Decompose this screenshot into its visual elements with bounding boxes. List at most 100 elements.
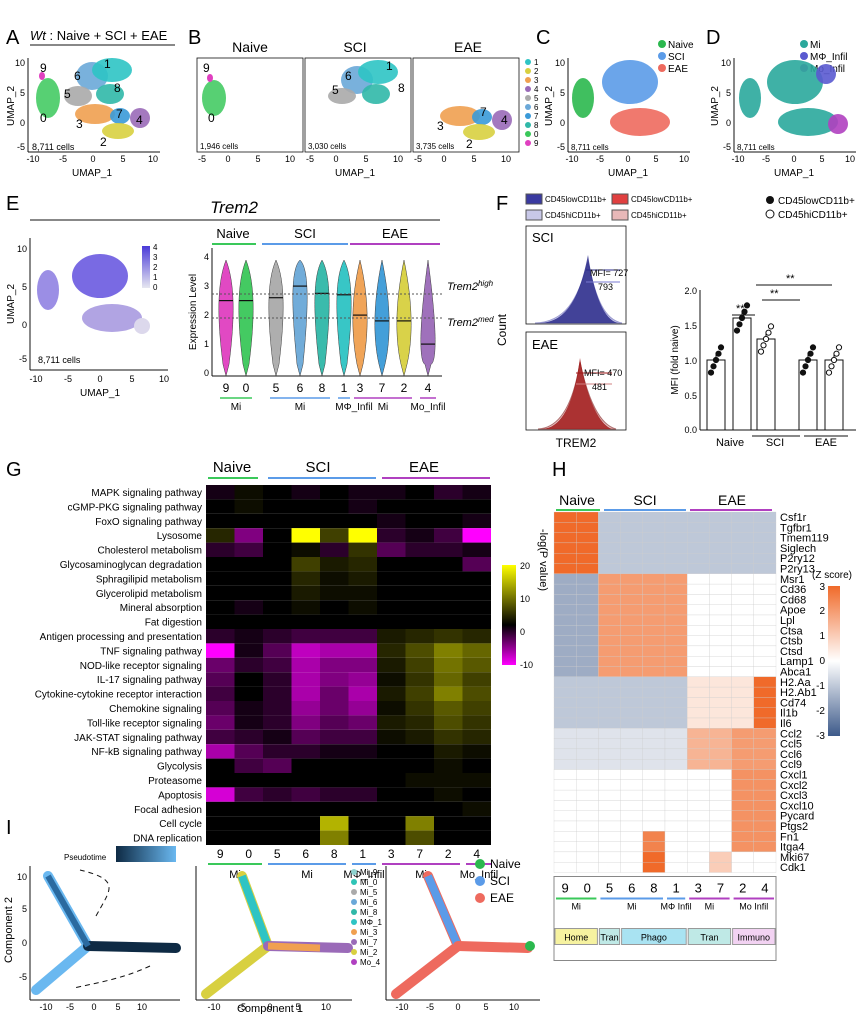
heatmap-cell: [687, 542, 710, 554]
heatmap-cell: [598, 851, 621, 863]
x-tick: 0: [90, 154, 95, 164]
heatmap-cell: [462, 758, 491, 773]
heatmap-cell: [263, 643, 292, 658]
heatmap-cell: [753, 862, 777, 873]
heatmap-cell: [731, 532, 754, 544]
heatmap-cell: [405, 773, 434, 788]
heatmap-cell: [664, 738, 688, 750]
heatmap-cell: [377, 816, 406, 831]
heatmap-cell: [709, 604, 732, 616]
heatmap-cell: [753, 697, 777, 708]
x-axis-label: UMAP_1: [80, 388, 120, 399]
legend-label: CD45lowCD11b+: [778, 196, 855, 207]
heatmap-cell: [434, 499, 463, 514]
heatmap-cell: [263, 571, 292, 586]
x-tick: -5: [414, 154, 422, 164]
heatmap-cell: [553, 522, 577, 533]
cluster-label: 4: [761, 881, 768, 896]
x-tick: 5: [363, 154, 368, 164]
heatmap-cell: [206, 816, 235, 831]
heatmap-cell: [642, 851, 666, 863]
y-tick: 10: [17, 244, 27, 254]
pathway-label: Proteasome: [148, 776, 202, 787]
gene-label: Ccl6: [780, 749, 802, 761]
cluster-label: 3: [76, 117, 83, 131]
heatmap-cell: [642, 573, 666, 585]
heatmap-cell: [642, 728, 666, 739]
legend-swatch: [525, 86, 531, 92]
heatmap-cell: [320, 528, 349, 543]
heatmap-cell: [709, 614, 732, 626]
heatmap-cell: [234, 657, 263, 673]
heatmap-cell: [405, 744, 434, 759]
heatmap-cell: [405, 758, 434, 773]
heatmap-cell: [709, 625, 732, 636]
heatmap-cell: [598, 666, 621, 677]
heatmap-cell: [620, 862, 643, 873]
heatmap-cell: [263, 600, 292, 615]
legend-swatch: [525, 140, 531, 146]
heatmap-cell: [709, 738, 732, 750]
heatmap-cell: [377, 585, 406, 601]
heatmap-cell: [320, 686, 349, 701]
y-tick: -5: [19, 354, 27, 364]
heatmap-cell: [731, 666, 754, 677]
heatmap-cell: [642, 789, 666, 801]
x-axis-label: UMAP_1: [608, 168, 648, 179]
y-tick: -5: [557, 142, 565, 152]
heatmap-cell: [731, 728, 754, 739]
heatmap-cell: [709, 532, 732, 544]
heatmap-cell: [206, 542, 235, 557]
heatmap-cell: [462, 787, 491, 802]
legend-label: Mi_5: [360, 888, 378, 897]
heatmap-cell: [206, 528, 235, 543]
x-tick: 0: [333, 154, 338, 164]
cluster-label: 4: [501, 113, 508, 127]
panel-letter-d: D: [706, 27, 720, 49]
y-tick: 2: [204, 310, 209, 320]
x-axis-label: Component 1: [237, 1003, 303, 1014]
x-tick: -10: [207, 1002, 220, 1012]
data-point: [828, 363, 835, 370]
heatmap-cell: [348, 629, 377, 644]
heatmap-cell: [642, 697, 666, 708]
colorbar-tick: 10: [520, 594, 530, 604]
heatmap-cell: [291, 729, 320, 745]
heatmap-cell: [620, 522, 643, 533]
heatmap-cell: [320, 729, 349, 745]
heatmap-cell: [620, 707, 643, 719]
legend-label: Naive: [668, 40, 694, 51]
y-tick: 0: [22, 320, 27, 330]
bar-y-label: MFI (fold naive): [670, 325, 681, 394]
heatmap-cell: [291, 513, 320, 529]
bars: [706, 302, 844, 431]
heatmap-cell: [405, 557, 434, 572]
heatmap-cell: [405, 816, 434, 831]
x-tick: 5: [129, 374, 134, 384]
heatmap-cell: [753, 635, 777, 647]
heatmap-footer: 9 0 5 6 8 1 3 7 2 4 Mi Mi MΦ Infil Mi Mo Infil Home Tran…: [553, 876, 777, 961]
heatmap-cell: [753, 717, 777, 729]
bar-yticks: 2.0 1.5 1.0 0.5 0.0: [684, 286, 697, 435]
heatmap-cell: [320, 701, 349, 716]
heatmap-cell: [348, 787, 377, 802]
heatmap-cell: [598, 553, 621, 564]
heatmap-cell: [753, 686, 777, 698]
heatmap-cell: [598, 656, 621, 667]
x-tick: 0: [441, 154, 446, 164]
cluster-label: 0: [40, 111, 47, 125]
gene-label: Il1b: [780, 708, 798, 720]
heatmap-cell: [664, 583, 688, 595]
panel-f: CD45lowCD11b+CD45hiCD11b+CD45lowCD11b+CD…: [495, 193, 856, 450]
heatmap-cell: [553, 676, 577, 688]
data-point: [807, 350, 814, 357]
legend-swatch: [351, 949, 357, 955]
heatmap-cell: [709, 717, 732, 729]
heatmap-cell: [263, 830, 292, 845]
heatmap-cell: [664, 594, 688, 605]
heatmap-cell: [576, 841, 599, 853]
heatmap-cell: [348, 816, 377, 831]
x-tick: 0: [455, 1002, 460, 1012]
cell-count: 3,735 cells: [416, 142, 454, 151]
